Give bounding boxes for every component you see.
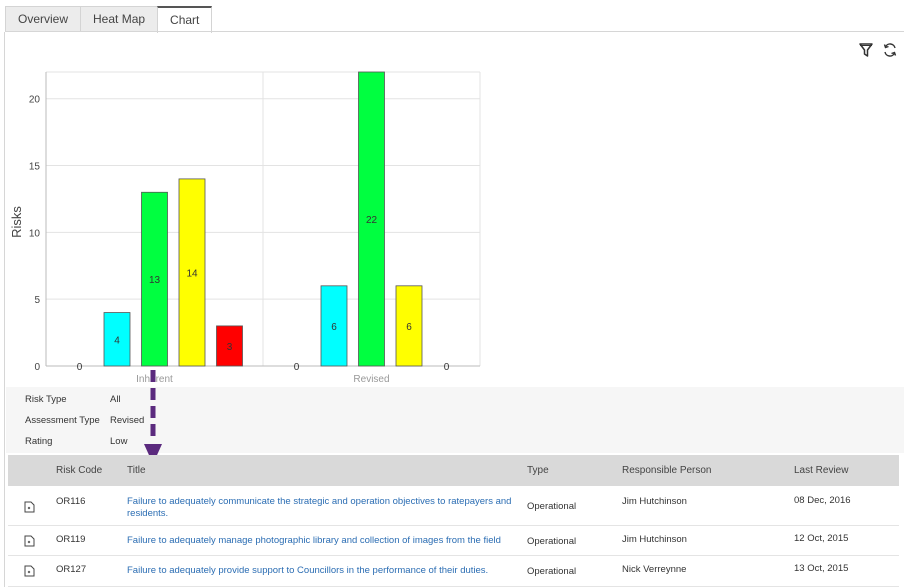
bar	[103, 312, 131, 367]
filter-value: Revised	[110, 415, 145, 426]
risk-code: OR127	[56, 564, 87, 575]
filter-row-rating: Rating Low	[25, 436, 127, 447]
bar-value-label: 4	[114, 335, 120, 346]
bar	[178, 178, 206, 367]
bar-value-label: 6	[331, 322, 337, 333]
filter-icon[interactable]	[858, 42, 874, 58]
column-header-risk-code[interactable]: Risk Code	[56, 465, 103, 476]
bar	[141, 191, 168, 367]
filter-row-assessment-type: Assessment Type Revised	[25, 415, 144, 426]
bar	[320, 285, 348, 367]
tab-chart[interactable]: Chart	[157, 6, 213, 33]
bar-value-label: 0	[444, 362, 450, 373]
x-category-label: Revised	[353, 374, 389, 385]
document-icon[interactable]	[24, 565, 35, 577]
y-tick-label: 0	[34, 362, 40, 373]
chart-bars	[103, 71, 423, 367]
refresh-icon[interactable]	[882, 42, 898, 58]
bar-value-label: 0	[294, 362, 300, 373]
document-icon[interactable]	[24, 535, 35, 547]
filter-label: Assessment Type	[25, 415, 100, 426]
tab-bar: Overview Heat Map Chart	[5, 6, 213, 33]
bar	[358, 71, 385, 367]
column-header-last-review[interactable]: Last Review	[794, 465, 849, 476]
annotation-arrow	[144, 370, 162, 464]
risk-code: OR119	[56, 534, 86, 545]
bar-value-label: 14	[186, 268, 198, 279]
y-tick-label: 15	[29, 162, 41, 173]
content-border	[4, 32, 5, 587]
tab-overview[interactable]: Overview	[5, 6, 82, 31]
risk-code: OR116	[56, 496, 86, 507]
risk-title-link[interactable]: Failure to adequately provide support to…	[127, 565, 489, 576]
column-header-responsible-person[interactable]: Responsible Person	[622, 465, 712, 476]
filter-row-risk-type: Risk Type All	[25, 394, 121, 405]
filter-label: Risk Type	[25, 394, 67, 405]
responsible-person: Jim Hutchinson	[622, 534, 687, 545]
filter-value: All	[110, 394, 121, 405]
table-row[interactable]: OR119 Failure to adequately manage photo…	[8, 526, 899, 556]
bar-value-label: 22	[366, 215, 378, 226]
risk-type: Operational	[527, 501, 577, 512]
document-icon[interactable]	[24, 501, 35, 513]
y-axis-label: Risks	[9, 206, 24, 238]
y-tick-label: 20	[29, 95, 41, 106]
filter-label: Rating	[25, 436, 53, 447]
bar-value-label: 13	[149, 275, 161, 286]
filter-value: Low	[110, 436, 128, 447]
table-header: Risk Code Title Type Responsible Person …	[8, 455, 899, 486]
bar-value-label: 3	[227, 342, 233, 353]
risk-bar-chart: 051015200413143Inherent062260Revised Ris…	[9, 71, 481, 385]
last-review-date: 13 Oct, 2015	[794, 563, 849, 574]
y-tick-label: 10	[29, 228, 41, 239]
last-review-date: 08 Dec, 2016	[794, 495, 851, 506]
tab-divider	[5, 31, 904, 32]
column-header-type[interactable]: Type	[527, 465, 549, 476]
risk-type: Operational	[527, 536, 577, 547]
bar-value-label: 6	[406, 322, 412, 333]
responsible-person: Jim Hutchinson	[622, 496, 687, 507]
risk-title-link-continued[interactable]: residents.	[127, 508, 169, 519]
responsible-person: Nick Verreynne	[622, 564, 687, 575]
risk-title-link[interactable]: Failure to adequately manage photographi…	[127, 535, 501, 546]
y-tick-label: 5	[34, 295, 40, 306]
table-row[interactable]: OR127 Failure to adequately provide supp…	[8, 556, 899, 587]
bar	[395, 285, 423, 367]
bar	[216, 325, 243, 367]
bar-value-label: 0	[77, 362, 83, 373]
last-review-date: 12 Oct, 2015	[794, 533, 849, 544]
risk-title-link[interactable]: Failure to adequately communicate the st…	[127, 496, 512, 507]
column-header-title[interactable]: Title	[127, 465, 146, 476]
filter-summary: Risk Type All Assessment Type Revised Rati…	[6, 387, 904, 453]
table-row[interactable]: OR116 Failure to adequately communicate …	[8, 487, 899, 526]
risk-type: Operational	[527, 566, 577, 577]
tab-heat-map[interactable]: Heat Map	[80, 6, 159, 31]
